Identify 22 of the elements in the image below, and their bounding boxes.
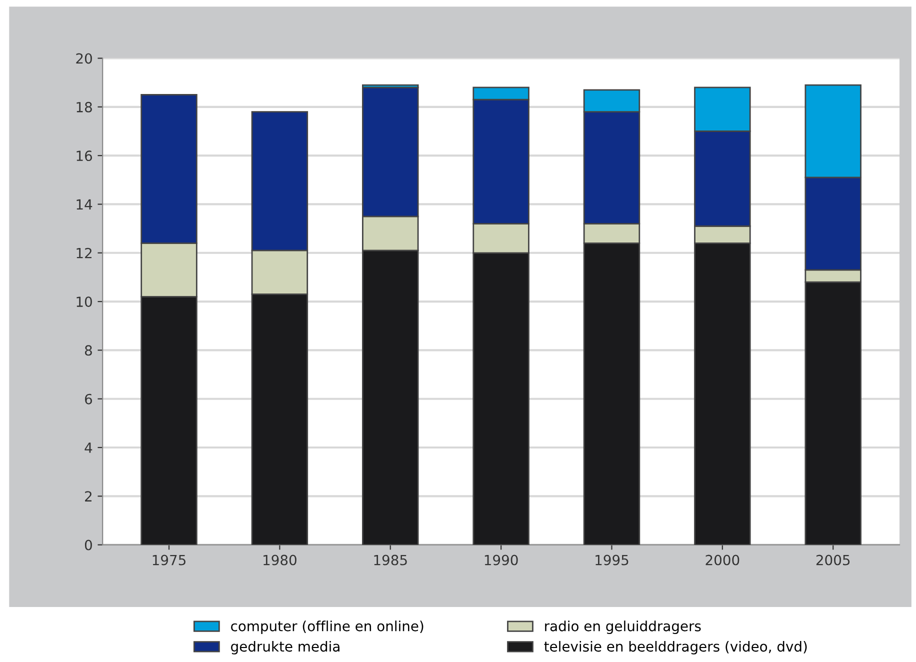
y-tick-label: 14 (76, 199, 92, 210)
legend-label: radio en geluiddragers (545, 620, 701, 634)
y-tick-label: 18 (76, 102, 92, 112)
legend-label: computer (offline en online) (231, 620, 424, 634)
y-tick-label: 0 (84, 540, 92, 550)
y-tick-label: 20 (76, 53, 92, 64)
x-tick-label: 1985 (374, 554, 407, 566)
y-tick-label: 12 (76, 248, 92, 258)
y-tick-label: 16 (76, 150, 92, 162)
x-tick-label: 2005 (816, 554, 850, 566)
x-tick-label: 1995 (596, 554, 628, 566)
legend-label: televisie en beelddragers (video, dvd) (544, 640, 807, 654)
y-tick-label: 10 (76, 296, 92, 308)
y-tick-label: 8 (84, 345, 92, 356)
y-tick-label: 2 (85, 491, 92, 502)
y-tick-label: 4 (84, 442, 92, 453)
x-tick-label: 1980 (264, 554, 296, 566)
x-tick-label: 1975 (152, 554, 186, 566)
y-tick-label: 6 (85, 394, 92, 404)
x-tick-label: 1990 (484, 554, 518, 566)
legend-label: gedrukte media (231, 640, 340, 654)
x-tick-label: 2000 (706, 554, 740, 566)
